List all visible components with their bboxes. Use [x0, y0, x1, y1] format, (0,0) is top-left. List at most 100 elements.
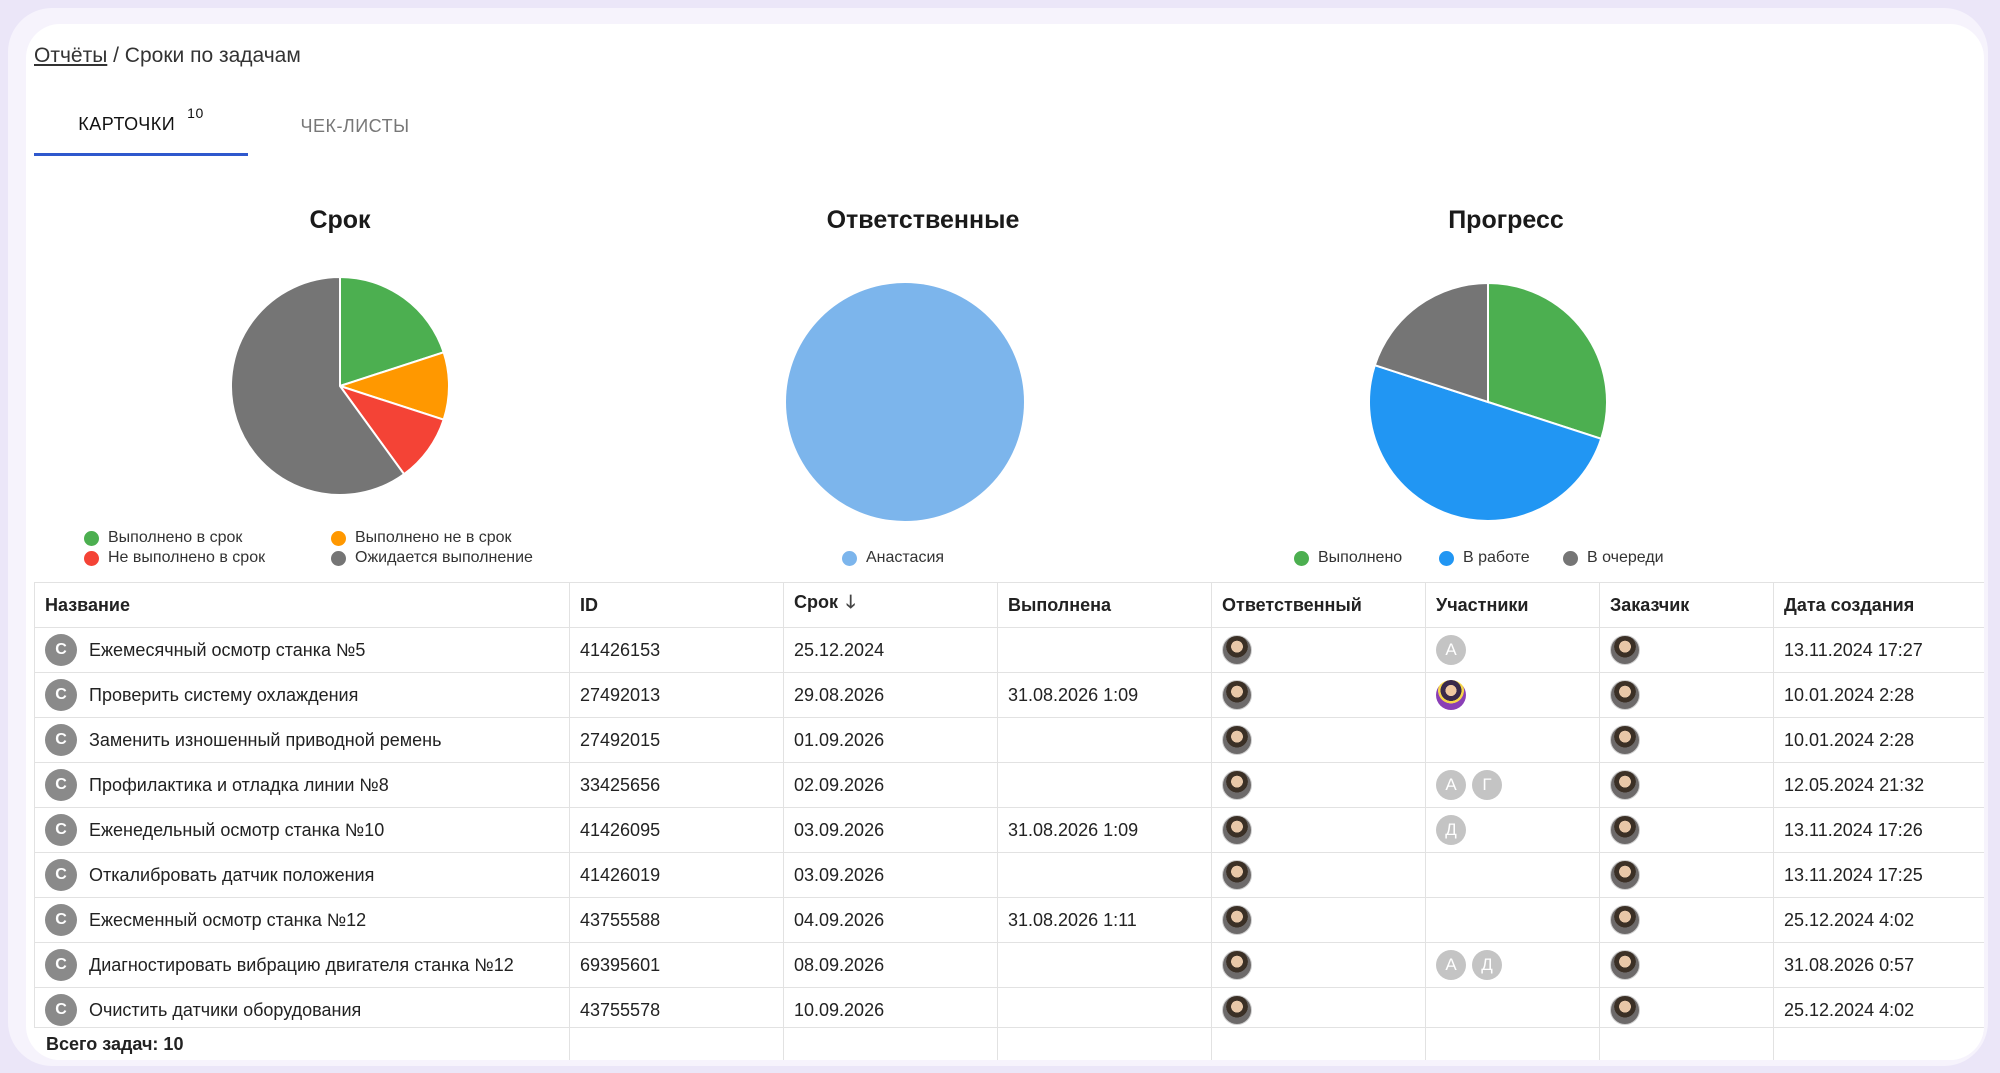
- customer-avatar[interactable]: [1610, 680, 1640, 710]
- col-header-customer[interactable]: Заказчик: [1599, 582, 1774, 628]
- cell-name[interactable]: С Профилактика и отладка линии №8: [34, 762, 570, 808]
- legend-item-done: Выполнено: [1294, 549, 1402, 567]
- tab-checklists[interactable]: ЧЕК-ЛИСТЫ: [248, 96, 462, 156]
- responsible-avatar[interactable]: [1222, 770, 1252, 800]
- cell-name[interactable]: С Проверить систему охлаждения: [34, 672, 570, 718]
- tab-cards[interactable]: КАРТОЧКИ 10: [34, 96, 248, 156]
- col-header-id[interactable]: ID: [569, 582, 784, 628]
- task-name[interactable]: Ежесменный осмотр станка №12: [89, 909, 367, 930]
- pie-slice[interactable]: [786, 283, 1024, 521]
- member-initial-avatar[interactable]: Д: [1472, 950, 1502, 980]
- customer-avatar[interactable]: [1610, 725, 1640, 755]
- task-type-badge: С: [45, 769, 77, 801]
- responsible-avatar[interactable]: [1222, 680, 1252, 710]
- legend-dot: [842, 550, 857, 566]
- member-avatar[interactable]: [1436, 680, 1466, 710]
- customer-avatar[interactable]: [1610, 950, 1640, 980]
- cell-id: 43755578: [569, 987, 784, 1033]
- col-header-created[interactable]: Дата создания: [1773, 582, 1984, 628]
- cell-done: [997, 717, 1212, 763]
- pie-slice[interactable]: [339, 275, 445, 388]
- responsible-avatar[interactable]: [1222, 995, 1252, 1025]
- cell-id: 41426095: [569, 807, 784, 853]
- cell-name[interactable]: С Ежемесячный осмотр станка №5: [34, 627, 570, 673]
- table-row[interactable]: С Проверить систему охлаждения 27492013 29.…: [34, 672, 1984, 718]
- table-row[interactable]: С Заменить изношенный приводной ремень 274…: [34, 717, 1984, 763]
- chart-deadline-pie: [230, 275, 450, 496]
- responsible-avatar[interactable]: [1222, 905, 1252, 935]
- col-header-responsible[interactable]: Ответственный: [1211, 582, 1426, 628]
- task-name[interactable]: Очистить датчики оборудования: [89, 999, 362, 1020]
- breadcrumb: Отчёты / Сроки по задачам: [34, 44, 301, 68]
- task-name[interactable]: Откалибровать датчик положения: [89, 864, 375, 885]
- customer-avatar[interactable]: [1610, 905, 1640, 935]
- legend-label: Не выполнено в срок: [108, 549, 266, 566]
- cell-name[interactable]: С Диагностировать вибрацию двигателя стан…: [34, 942, 570, 988]
- member-initial-avatar[interactable]: А: [1436, 950, 1466, 980]
- cell-name[interactable]: С Очистить датчики оборудования: [34, 987, 570, 1033]
- responsible-avatar[interactable]: [1222, 815, 1252, 845]
- customer-avatar[interactable]: [1610, 860, 1640, 890]
- pie-slice[interactable]: [1373, 281, 1489, 404]
- task-name[interactable]: Проверить систему охлаждения: [89, 684, 359, 705]
- table-body: С Ежемесячный осмотр станка №5 41426153 25.…: [34, 627, 1984, 1033]
- table-footer: [34, 1027, 1984, 1060]
- col-header-members[interactable]: Участники: [1425, 582, 1600, 628]
- responsible-avatar[interactable]: [1222, 635, 1252, 665]
- cell-due: 01.09.2026: [783, 717, 998, 763]
- breadcrumb-reports-link[interactable]: Отчёты: [34, 44, 108, 67]
- cell-id: 43755588: [569, 897, 784, 943]
- cell-members: Д: [1425, 807, 1600, 853]
- customer-avatar[interactable]: [1610, 995, 1640, 1025]
- cell-name[interactable]: С Ежесменный осмотр станка №12: [34, 897, 570, 943]
- pie-slice[interactable]: [1487, 281, 1608, 441]
- task-name[interactable]: Еженедельный осмотр станка №10: [89, 819, 385, 840]
- legend-item-on-time: Выполнено в срок: [84, 529, 242, 547]
- cell-members: [1425, 987, 1600, 1033]
- cell-customer: [1599, 672, 1774, 718]
- member-initial-avatar[interactable]: А: [1436, 635, 1466, 665]
- task-name[interactable]: Диагностировать вибрацию двигателя станк…: [89, 954, 514, 975]
- cell-due: 02.09.2026: [783, 762, 998, 808]
- customer-avatar[interactable]: [1610, 815, 1640, 845]
- task-name[interactable]: Ежемесячный осмотр станка №5: [89, 639, 366, 660]
- cell-name[interactable]: С Заменить изношенный приводной ремень: [34, 717, 570, 763]
- cell-id: 27492015: [569, 717, 784, 763]
- customer-avatar[interactable]: [1610, 635, 1640, 665]
- cell-id: 41426153: [569, 627, 784, 673]
- task-type-badge: С: [45, 949, 77, 981]
- table-row[interactable]: С Откалибровать датчик положения 41426019 0…: [34, 852, 1984, 898]
- task-name[interactable]: Профилактика и отладка линии №8: [89, 774, 389, 795]
- task-name[interactable]: Заменить изношенный приводной ремень: [89, 729, 442, 750]
- table-row[interactable]: С Диагностировать вибрацию двигателя стан…: [34, 942, 1984, 988]
- col-divider: [997, 1028, 998, 1060]
- table-row[interactable]: С Ежемесячный осмотр станка №5 41426153 25.…: [34, 627, 1984, 673]
- pie-slice[interactable]: [1368, 363, 1603, 522]
- cell-id: 27492013: [569, 672, 784, 718]
- table-row[interactable]: С Еженедельный осмотр станка №10 41426095 0…: [34, 807, 1984, 853]
- responsible-avatar[interactable]: [1222, 950, 1252, 980]
- legend-dot: [1563, 550, 1578, 566]
- member-initial-avatar[interactable]: Г: [1472, 770, 1502, 800]
- customer-avatar[interactable]: [1610, 770, 1640, 800]
- sort-arrow-down-icon[interactable]: 🡓: [846, 592, 856, 612]
- table-row[interactable]: С Очистить датчики оборудования 43755578 10…: [34, 987, 1984, 1033]
- cell-created: 25.12.2024 4:02: [1773, 897, 1984, 943]
- chart-deadline-title: Срок: [309, 206, 371, 234]
- cell-name[interactable]: С Еженедельный осмотр станка №10: [34, 807, 570, 853]
- cell-customer: [1599, 762, 1774, 808]
- legend-label: Выполнено не в срок: [355, 529, 512, 546]
- legend-label: Выполнено в срок: [108, 529, 243, 546]
- col-header-due[interactable]: Срок 🡓: [783, 582, 998, 628]
- legend-item-overdue: Не выполнено в срок: [84, 549, 265, 567]
- col-header-name[interactable]: Название: [34, 582, 570, 628]
- table-row[interactable]: С Ежесменный осмотр станка №12 43755588 04.…: [34, 897, 1984, 943]
- table-row[interactable]: С Профилактика и отладка линии №8 33425656…: [34, 762, 1984, 808]
- member-initial-avatar[interactable]: Д: [1436, 815, 1466, 845]
- responsible-avatar[interactable]: [1222, 860, 1252, 890]
- pie-slice[interactable]: [230, 275, 406, 496]
- member-initial-avatar[interactable]: А: [1436, 770, 1466, 800]
- responsible-avatar[interactable]: [1222, 725, 1252, 755]
- col-header-done[interactable]: Выполнена: [997, 582, 1212, 628]
- cell-name[interactable]: С Откалибровать датчик положения: [34, 852, 570, 898]
